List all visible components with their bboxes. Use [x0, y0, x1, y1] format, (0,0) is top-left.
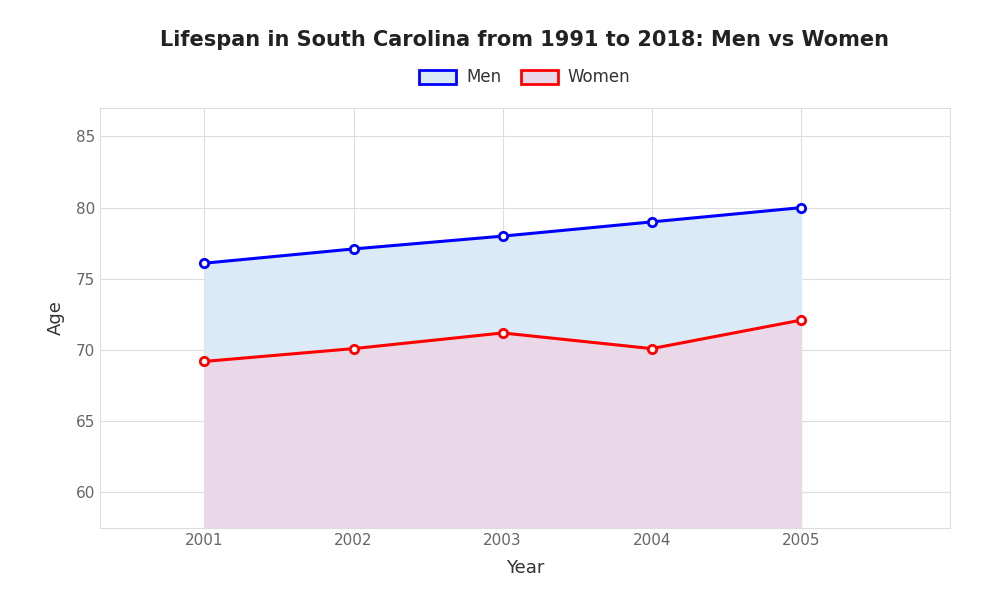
Legend: Men, Women: Men, Women — [413, 62, 637, 93]
Y-axis label: Age: Age — [47, 301, 65, 335]
X-axis label: Year: Year — [506, 559, 544, 577]
Title: Lifespan in South Carolina from 1991 to 2018: Men vs Women: Lifespan in South Carolina from 1991 to … — [160, 29, 890, 49]
